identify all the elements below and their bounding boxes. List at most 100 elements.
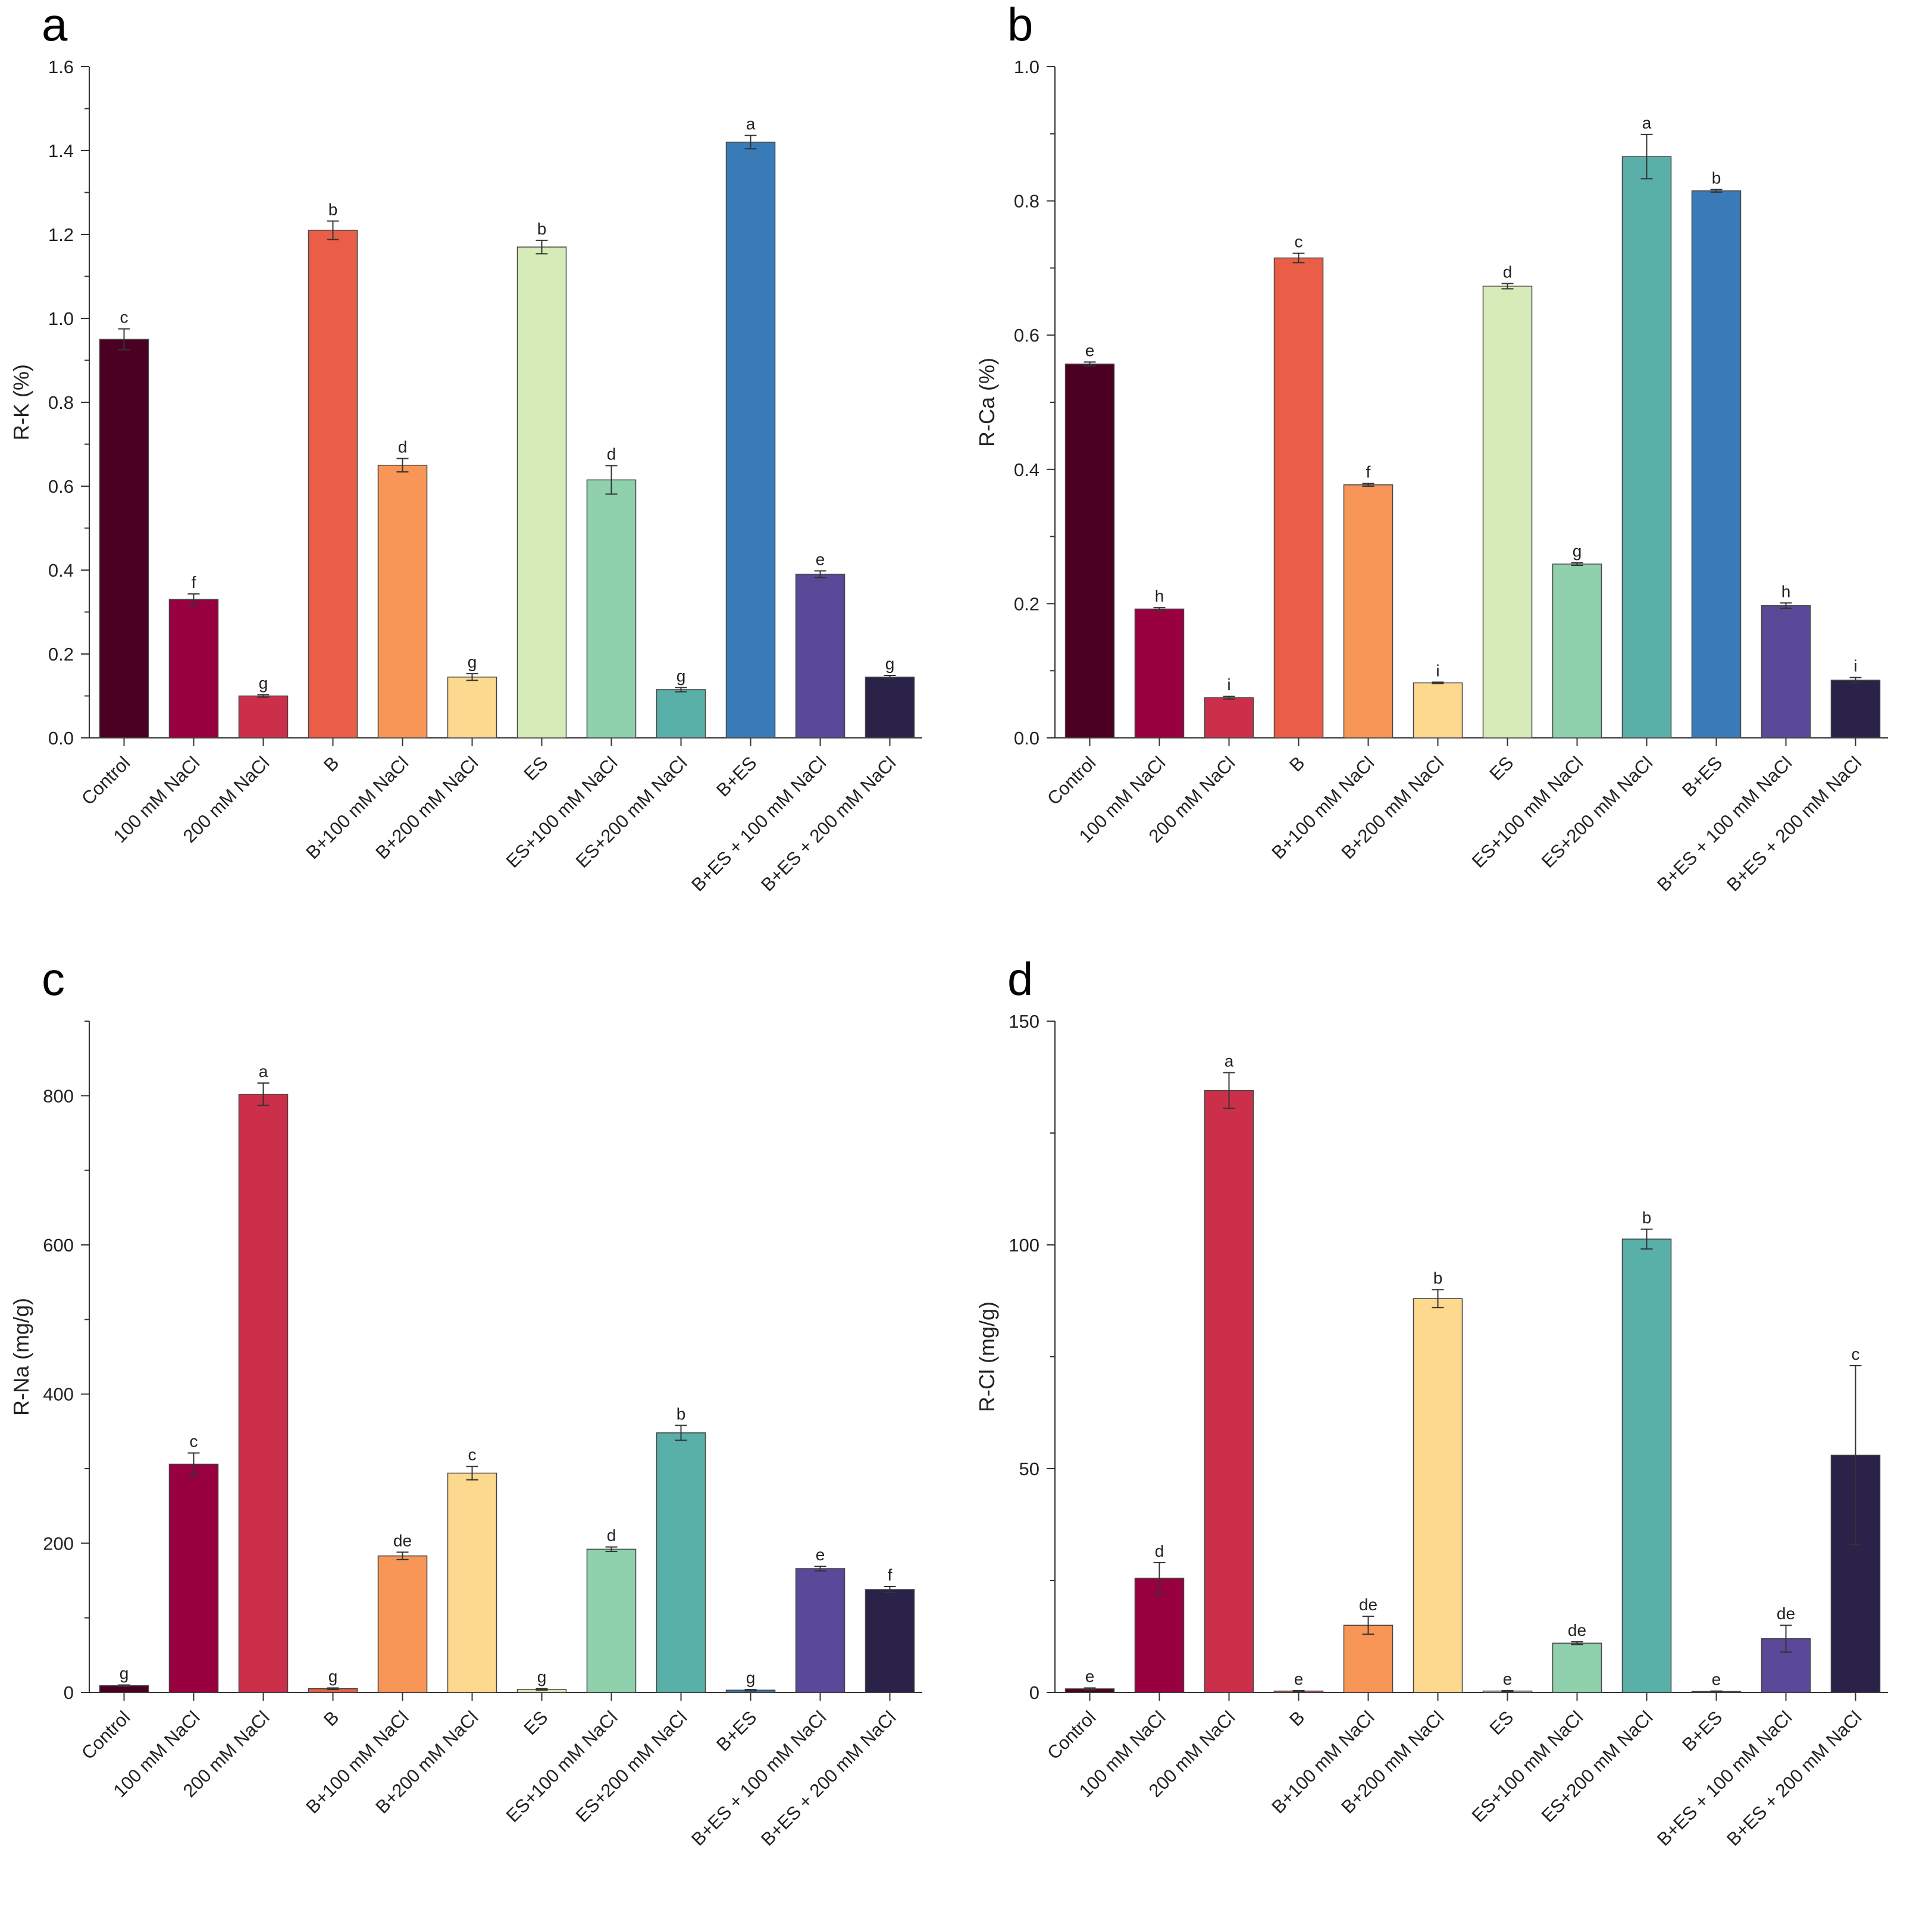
bar bbox=[1691, 190, 1742, 738]
significance-letter: f bbox=[1366, 462, 1371, 481]
significance-letter: g bbox=[328, 1667, 338, 1685]
bar bbox=[377, 465, 428, 738]
bar bbox=[656, 1432, 706, 1693]
significance-letter: g bbox=[746, 1669, 756, 1687]
significance-letter: i bbox=[1853, 656, 1857, 675]
y-tick-label: 0.6 bbox=[48, 476, 74, 497]
bar bbox=[447, 1472, 497, 1693]
panel-d: d 0 50 100 150 R-Cl (mg/g) e Control d 100 mM Na… bbox=[966, 954, 1931, 1909]
bar bbox=[99, 339, 149, 738]
significance-letter: c bbox=[190, 1432, 198, 1451]
x-tick-label: B+ES bbox=[1678, 752, 1726, 800]
y-tick-label: 1.6 bbox=[48, 57, 74, 77]
significance-letter: de bbox=[1568, 1621, 1586, 1639]
panel-c: c 0 200 400 600 800 R-Na (mg/g) g Control c 100 m… bbox=[0, 954, 966, 1909]
y-tick-label: 0.2 bbox=[1014, 593, 1039, 614]
significance-letter: b bbox=[1433, 1269, 1443, 1287]
significance-letter: b bbox=[677, 1404, 686, 1423]
bar bbox=[865, 677, 915, 738]
significance-letter: d bbox=[1155, 1542, 1164, 1560]
bar bbox=[795, 574, 846, 738]
significance-letter: d bbox=[607, 1526, 616, 1545]
bar bbox=[308, 230, 358, 738]
x-tick-label: B bbox=[1285, 1707, 1308, 1730]
x-tick-label: B+ES + 200 mM NaCl bbox=[1723, 752, 1865, 895]
x-tick-label: B+ES bbox=[1678, 1707, 1726, 1755]
bar bbox=[1343, 484, 1394, 738]
significance-letter: g bbox=[885, 655, 895, 673]
bar bbox=[865, 1589, 915, 1693]
bar bbox=[1204, 1090, 1254, 1693]
bar bbox=[1343, 1625, 1394, 1693]
significance-letter: g bbox=[537, 1668, 547, 1686]
x-tick-label: Control bbox=[1043, 1707, 1100, 1763]
panel-label: b bbox=[1007, 0, 1034, 51]
significance-letter: de bbox=[1777, 1604, 1795, 1623]
bar bbox=[1064, 363, 1115, 738]
bar bbox=[447, 677, 497, 738]
significance-letter: h bbox=[1155, 587, 1164, 605]
x-tick-label: Control bbox=[77, 752, 134, 809]
y-tick-label: 600 bbox=[43, 1235, 74, 1256]
bar bbox=[1204, 697, 1254, 738]
panel-label: d bbox=[1007, 953, 1034, 1005]
significance-letter: a bbox=[746, 115, 756, 133]
significance-letter: f bbox=[888, 1566, 893, 1584]
x-tick-label: B+ES + 100 mM NaCl bbox=[1653, 752, 1796, 895]
significance-letter: c bbox=[1852, 1345, 1860, 1363]
significance-letter: h bbox=[1781, 582, 1791, 600]
y-tick-label: 400 bbox=[43, 1384, 74, 1405]
significance-letter: a bbox=[259, 1062, 268, 1081]
bar bbox=[516, 246, 567, 738]
y-axis-label: R-Ca (%) bbox=[975, 358, 999, 447]
bar bbox=[168, 599, 219, 738]
y-tick-label: 1.0 bbox=[1014, 57, 1039, 77]
significance-letter: b bbox=[1712, 168, 1721, 187]
panel-label: c bbox=[42, 953, 65, 1005]
x-tick-label: B bbox=[1285, 752, 1308, 775]
bar bbox=[1482, 286, 1533, 738]
x-tick-label: B+ES bbox=[712, 752, 760, 800]
bar bbox=[656, 689, 706, 738]
significance-letter: d bbox=[1503, 262, 1513, 281]
bar bbox=[725, 142, 776, 738]
panel-label: a bbox=[42, 0, 68, 51]
significance-letter: e bbox=[1085, 1667, 1095, 1685]
bar bbox=[1273, 257, 1324, 738]
bar bbox=[168, 1463, 219, 1693]
bar bbox=[1552, 564, 1602, 738]
x-tick-label: ES bbox=[1485, 1707, 1517, 1739]
significance-letter: g bbox=[677, 666, 686, 685]
bar bbox=[1761, 605, 1811, 738]
y-tick-label: 0.0 bbox=[1014, 728, 1039, 749]
y-tick-label: 0.4 bbox=[1014, 459, 1039, 480]
y-tick-label: 0.0 bbox=[48, 728, 74, 749]
x-tick-label: ES bbox=[1485, 752, 1517, 784]
significance-letter: d bbox=[607, 445, 616, 463]
bar bbox=[1621, 156, 1672, 738]
bar bbox=[586, 1548, 637, 1693]
x-tick-label: B+ES bbox=[712, 1707, 760, 1755]
significance-letter: de bbox=[393, 1531, 412, 1550]
x-tick-label: B+ES + 200 mM NaCl bbox=[757, 1707, 900, 1849]
significance-letter: g bbox=[468, 653, 477, 671]
x-tick-label: Control bbox=[77, 1707, 134, 1763]
significance-letter: i bbox=[1436, 661, 1439, 680]
bar bbox=[795, 1568, 846, 1693]
x-tick-label: B+ES + 200 mM NaCl bbox=[757, 752, 900, 895]
y-tick-label: 0 bbox=[64, 1682, 74, 1703]
y-axis-label: R-K (%) bbox=[9, 364, 33, 440]
bar bbox=[238, 1094, 289, 1693]
y-tick-label: 100 bbox=[1009, 1235, 1039, 1256]
x-tick-label: Control bbox=[1043, 752, 1100, 809]
significance-letter: c bbox=[120, 308, 129, 327]
y-tick-label: 1.2 bbox=[48, 224, 74, 245]
significance-letter: d bbox=[398, 437, 408, 456]
y-tick-label: 1.4 bbox=[48, 140, 74, 161]
x-tick-label: B+ES + 200 mM NaCl bbox=[1723, 1707, 1865, 1849]
significance-letter: i bbox=[1227, 675, 1230, 694]
bar bbox=[1621, 1238, 1672, 1693]
